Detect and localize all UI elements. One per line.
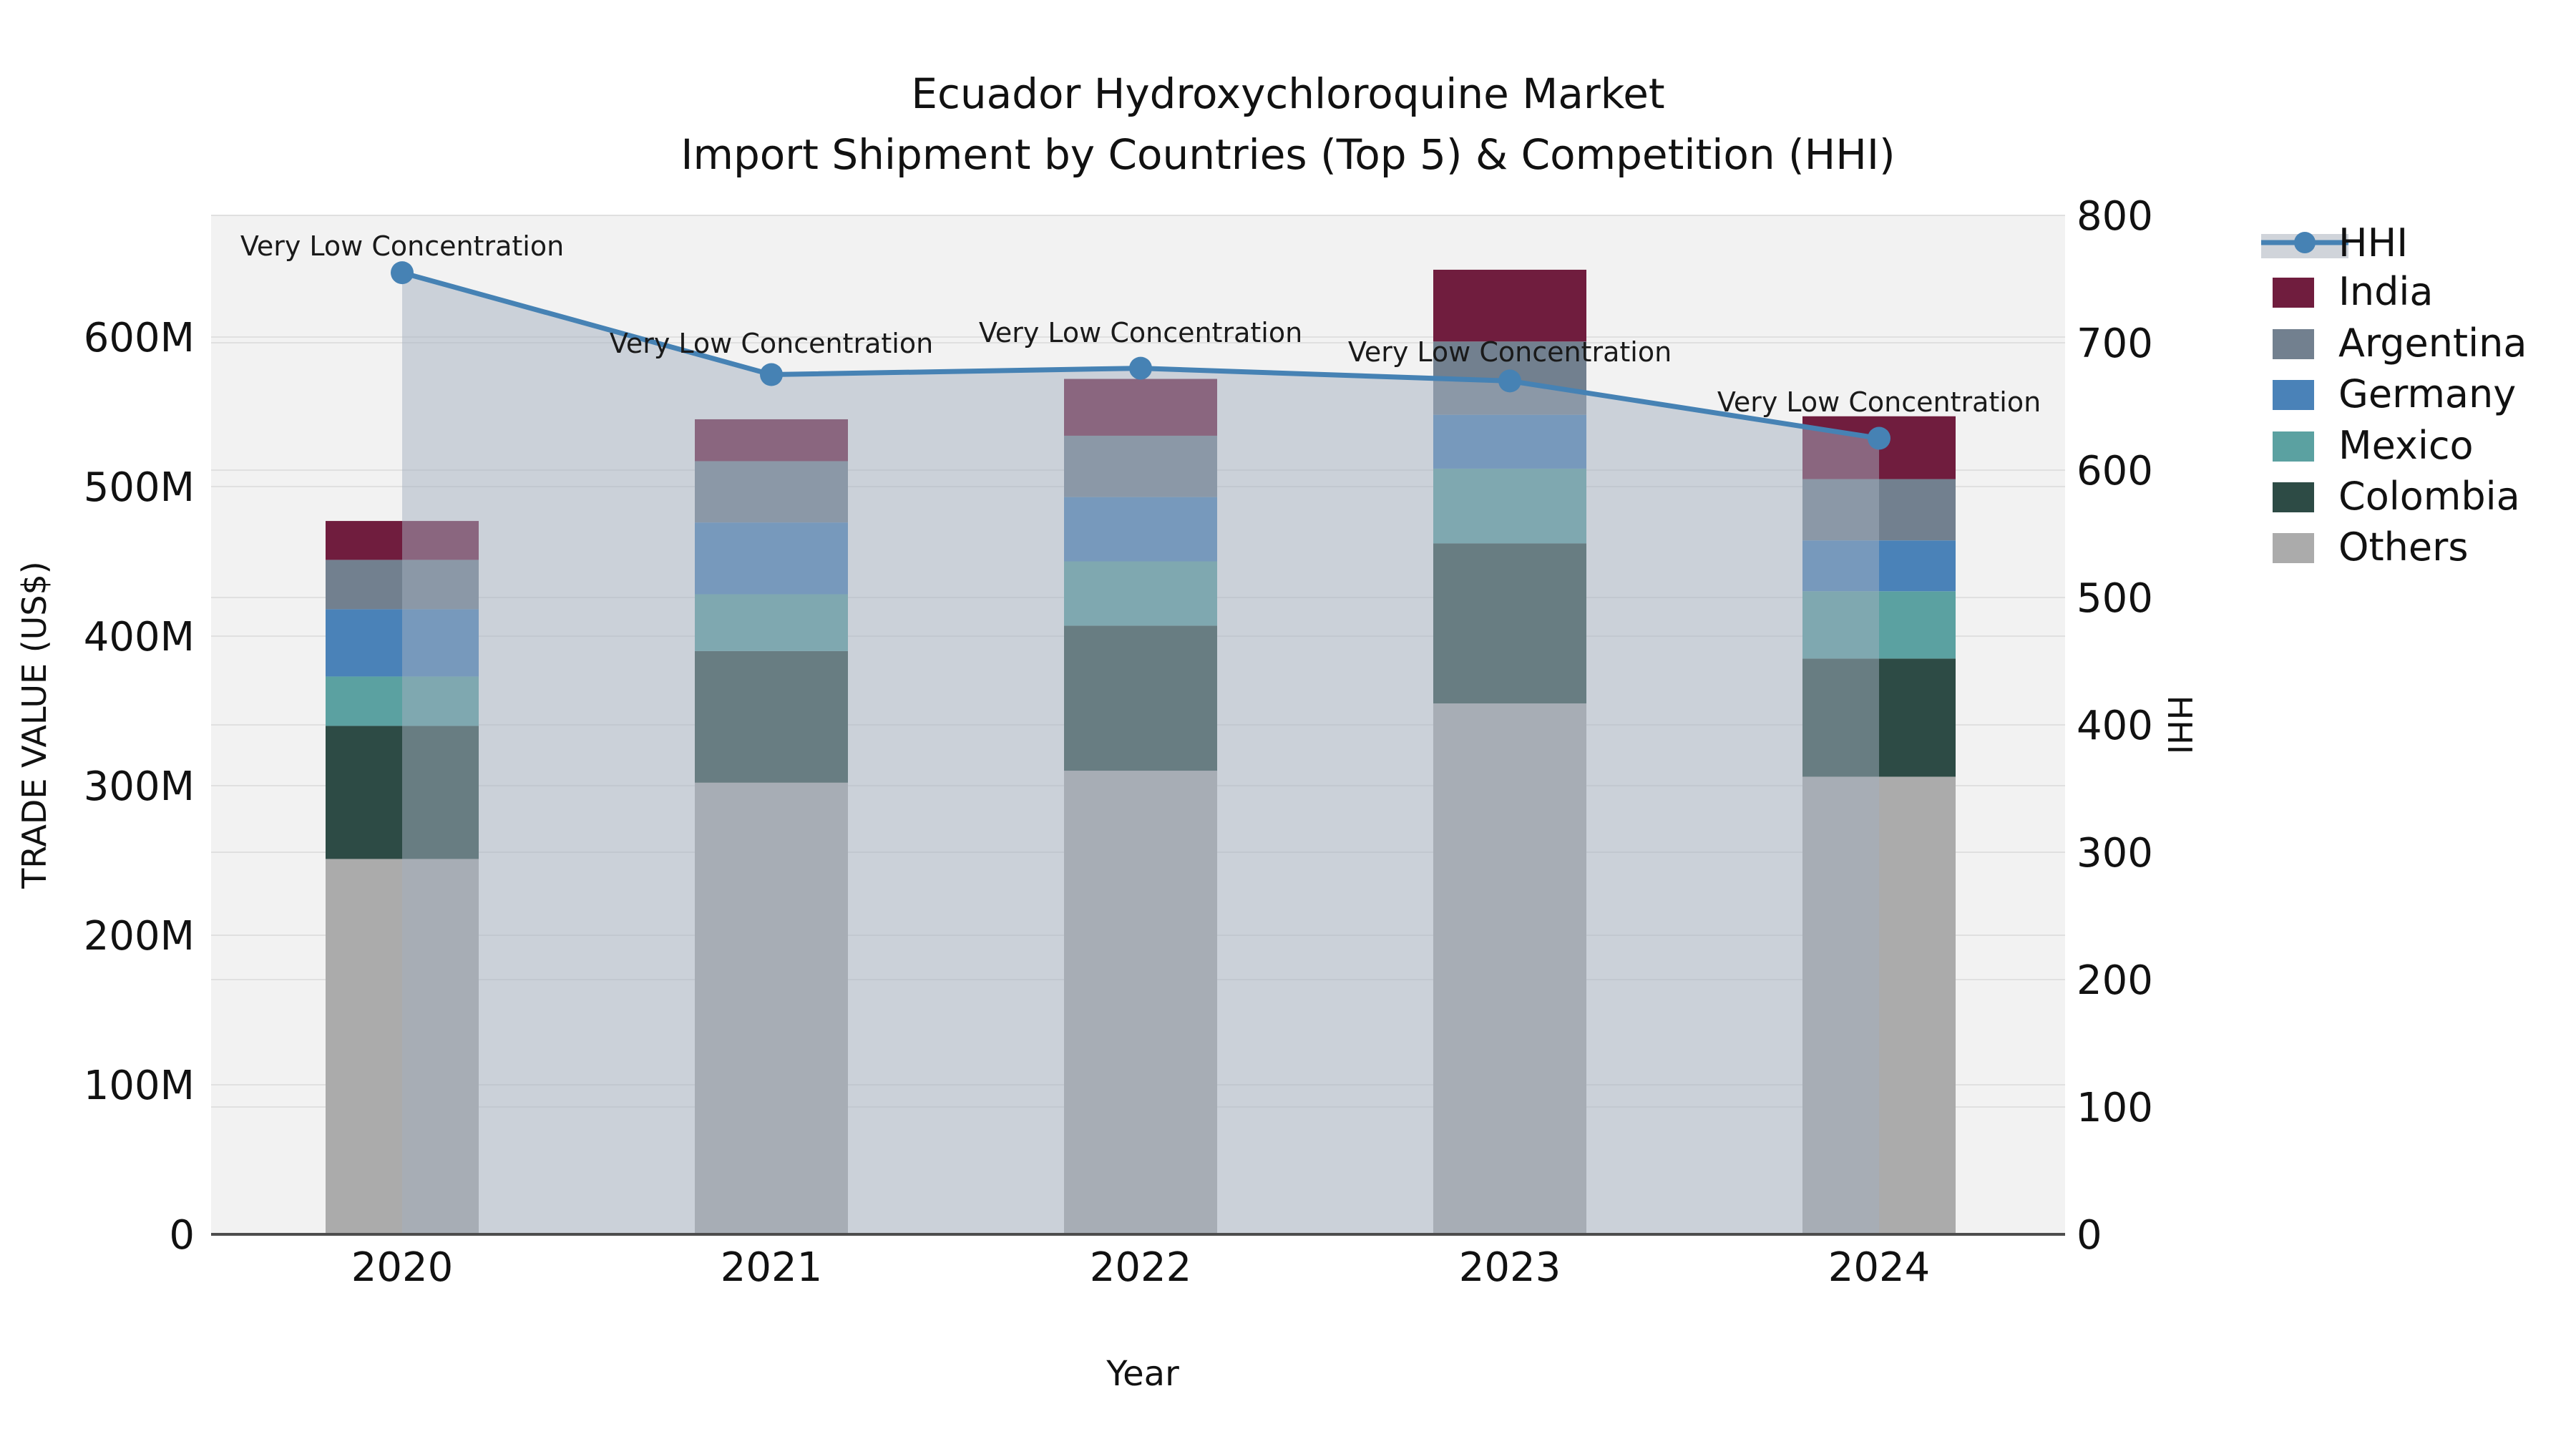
left-tick-label: 0 <box>169 1212 195 1259</box>
x-tick-label-2023: 2023 <box>1459 1244 1561 1291</box>
chart-title-line2: Import Shipment by Countries (Top 5) & C… <box>680 130 1896 179</box>
hhi-marker-2020 <box>391 261 414 285</box>
annotation-2021: Very Low Concentration <box>610 328 933 359</box>
x-tick-label-2021: 2021 <box>721 1244 823 1291</box>
right-tick-label: 600 <box>2077 448 2153 494</box>
legend-swatch-mexico <box>2273 431 2314 462</box>
right-tick-label: 700 <box>2077 321 2153 367</box>
legend-hhi-marker <box>2294 232 2316 253</box>
legend-swatch-others <box>2273 533 2314 563</box>
legend-label-india: India <box>2338 269 2434 314</box>
hhi-marker-2024 <box>1868 426 1890 450</box>
x-axis-title: Year <box>1106 1354 1179 1394</box>
legend-label-mexico: Mexico <box>2338 423 2474 468</box>
legend-swatch-colombia <box>2273 482 2314 512</box>
legend-swatch-india <box>2273 278 2314 308</box>
x-tick-label-2020: 2020 <box>351 1244 454 1291</box>
legend-swatch-germany <box>2273 380 2314 410</box>
right-tick-label: 400 <box>2077 703 2153 749</box>
annotation-2022: Very Low Concentration <box>979 317 1302 348</box>
annotation-2024: Very Low Concentration <box>1717 386 2041 418</box>
left-tick-label: 400M <box>84 614 195 660</box>
right-tick-label: 800 <box>2077 193 2153 240</box>
left-tick-label: 200M <box>84 913 195 960</box>
annotation-2020: Very Low Concentration <box>240 230 564 262</box>
hhi-marker-2023 <box>1498 369 1521 393</box>
left-tick-label: 500M <box>84 464 195 511</box>
legend-label-colombia: Colombia <box>2338 474 2520 519</box>
hhi-marker-2021 <box>760 363 783 386</box>
legend-label-germany: Germany <box>2338 371 2516 416</box>
right-tick-label: 200 <box>2077 957 2153 1004</box>
x-tick-label-2024: 2024 <box>1828 1244 1931 1291</box>
chart-title-line1: Ecuador Hydroxychloroquine Market <box>911 69 1665 118</box>
right-tick-label: 0 <box>2077 1212 2102 1259</box>
legend-label-others: Others <box>2338 525 2468 570</box>
hhi-marker-2022 <box>1129 356 1152 380</box>
legend-label-hhi: HHI <box>2338 220 2408 265</box>
annotation-2023: Very Low Concentration <box>1348 336 1672 368</box>
left-tick-label: 100M <box>84 1063 195 1109</box>
right-tick-label: 500 <box>2077 575 2153 622</box>
left-tick-label: 600M <box>84 315 195 361</box>
legend-label-argentina: Argentina <box>2338 321 2527 366</box>
right-tick-label: 100 <box>2077 1085 2153 1131</box>
right-tick-label: 300 <box>2077 830 2153 877</box>
left-tick-label: 300M <box>84 763 195 810</box>
legend-swatch-argentina <box>2273 329 2314 359</box>
bar-segment-india-2023 <box>1433 269 1586 342</box>
hhi-area-fill <box>402 273 1879 1235</box>
x-tick-label-2022: 2022 <box>1090 1244 1192 1291</box>
